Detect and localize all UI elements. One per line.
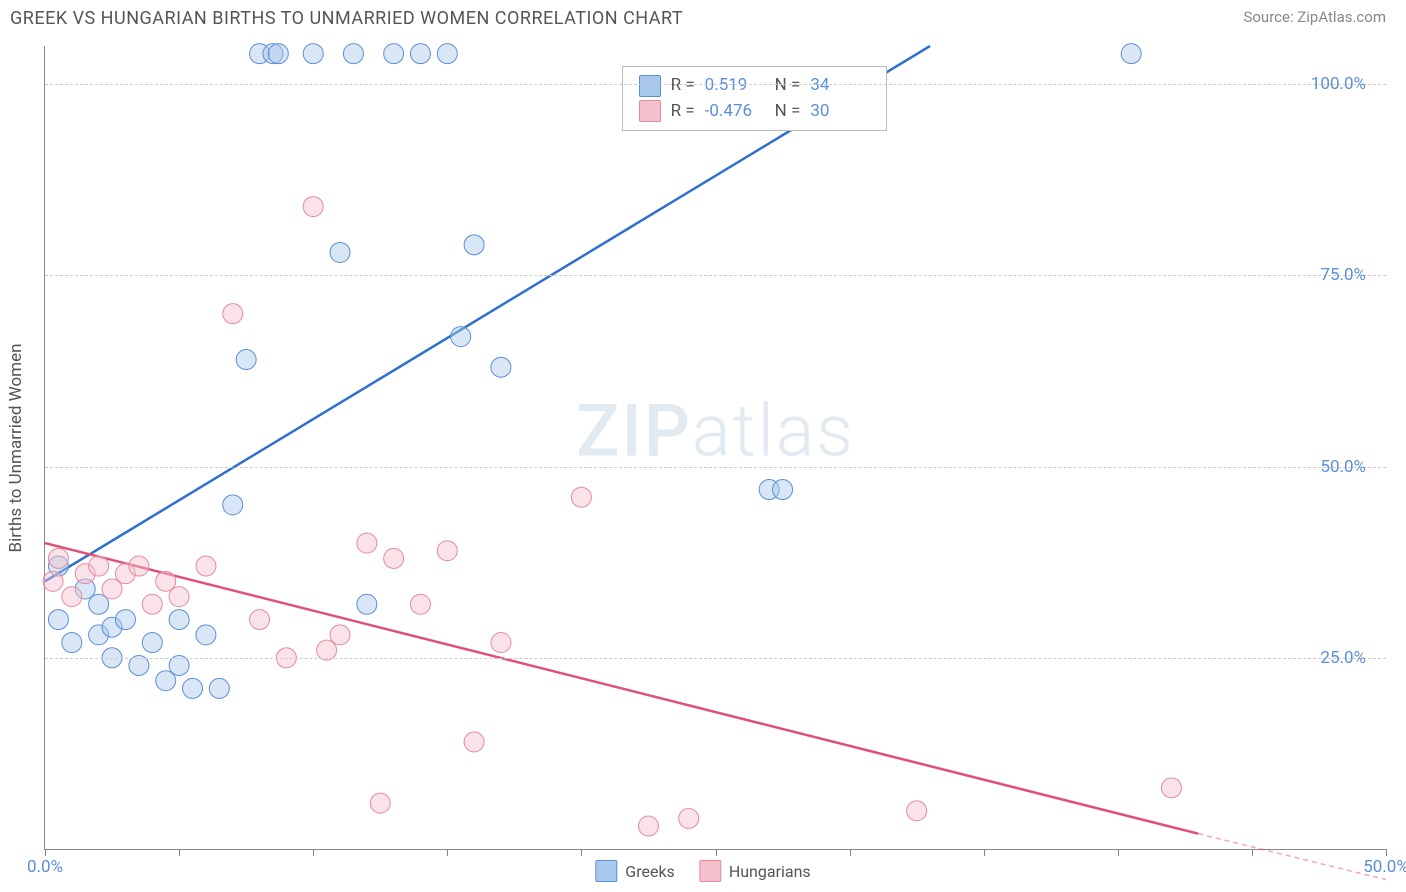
chart-container: Births to Unmarried Women ZIPatlas R =0.… bbox=[44, 46, 1386, 850]
data-point bbox=[384, 548, 404, 568]
y-tick-label: 75.0% bbox=[1320, 265, 1366, 285]
data-point bbox=[437, 541, 457, 561]
stats-n-value: 34 bbox=[810, 73, 870, 99]
stats-n-label: N = bbox=[775, 73, 801, 99]
gridline bbox=[45, 84, 1386, 85]
data-point bbox=[62, 633, 82, 653]
data-point bbox=[410, 594, 430, 614]
data-point bbox=[183, 678, 203, 698]
data-point bbox=[1121, 44, 1141, 64]
data-point bbox=[48, 548, 68, 568]
gridline bbox=[45, 467, 1386, 468]
data-point bbox=[464, 235, 484, 255]
data-point bbox=[370, 793, 390, 813]
data-point bbox=[571, 487, 591, 507]
bottom-legend: Greeks Hungarians bbox=[595, 860, 810, 882]
data-point bbox=[48, 610, 68, 630]
data-point bbox=[223, 495, 243, 515]
x-tick-mark bbox=[1118, 849, 1119, 856]
data-point bbox=[343, 44, 363, 64]
stats-r-value: -0.476 bbox=[705, 99, 765, 125]
data-point bbox=[303, 197, 323, 217]
stats-legend-box: R = 0.519 N = 34 R = -0.476 N = 30 bbox=[622, 66, 888, 131]
data-point bbox=[115, 610, 135, 630]
data-point bbox=[464, 732, 484, 752]
x-tick-mark bbox=[313, 849, 314, 856]
x-tick-mark bbox=[179, 849, 180, 856]
y-tick-label: 25.0% bbox=[1320, 648, 1366, 668]
data-point bbox=[638, 816, 658, 836]
data-point bbox=[357, 533, 377, 553]
data-point bbox=[169, 610, 189, 630]
data-point bbox=[169, 587, 189, 607]
data-point bbox=[451, 327, 471, 347]
x-tick-mark bbox=[850, 849, 851, 856]
data-point bbox=[773, 480, 793, 500]
data-point bbox=[410, 44, 430, 64]
data-point bbox=[236, 350, 256, 370]
stats-n-label: N = bbox=[775, 99, 801, 125]
trend-line-dashed bbox=[1198, 834, 1386, 880]
stats-row: R = 0.519 N = 34 bbox=[639, 73, 871, 99]
legend-swatch bbox=[639, 75, 661, 97]
data-point bbox=[142, 633, 162, 653]
x-tick-mark bbox=[716, 849, 717, 856]
stats-n-value: 30 bbox=[810, 99, 870, 125]
legend-label: Hungarians bbox=[729, 862, 811, 881]
x-tick-label: 50.0% bbox=[1363, 857, 1406, 877]
stats-r-value: 0.519 bbox=[705, 73, 765, 99]
gridline bbox=[45, 658, 1386, 659]
data-point bbox=[357, 594, 377, 614]
x-tick-mark bbox=[984, 849, 985, 856]
data-point bbox=[679, 808, 699, 828]
x-tick-mark bbox=[45, 849, 46, 856]
y-tick-label: 100.0% bbox=[1311, 74, 1366, 94]
data-point bbox=[1161, 778, 1181, 798]
plot-area: ZIPatlas R =0.519N =34R =-0.476N =30 25.… bbox=[44, 46, 1386, 850]
legend-item: Hungarians bbox=[699, 860, 811, 882]
x-tick-mark bbox=[1386, 849, 1387, 856]
data-point bbox=[330, 625, 350, 645]
stats-r-label: R = bbox=[671, 99, 695, 125]
data-point bbox=[196, 556, 216, 576]
data-point bbox=[437, 44, 457, 64]
plot-svg bbox=[45, 46, 1386, 849]
data-point bbox=[384, 44, 404, 64]
data-point bbox=[196, 625, 216, 645]
y-axis-title: Births to Unmarried Women bbox=[6, 344, 26, 553]
data-point bbox=[129, 556, 149, 576]
gridline bbox=[45, 275, 1386, 276]
data-point bbox=[268, 44, 288, 64]
data-point bbox=[223, 304, 243, 324]
x-tick-mark bbox=[581, 849, 582, 856]
data-point bbox=[907, 801, 927, 821]
data-point bbox=[62, 587, 82, 607]
legend-item: Greeks bbox=[595, 860, 675, 882]
data-point bbox=[330, 242, 350, 262]
data-point bbox=[142, 594, 162, 614]
source-label: Source: ZipAtlas.com bbox=[1243, 8, 1386, 26]
stats-row: R = -0.476 N = 30 bbox=[639, 99, 871, 125]
data-point bbox=[250, 610, 270, 630]
data-point bbox=[209, 678, 229, 698]
legend-swatch bbox=[699, 860, 721, 882]
stats-r-label: R = bbox=[671, 73, 695, 99]
chart-title: GREEK VS HUNGARIAN BIRTHS TO UNMARRIED W… bbox=[10, 8, 683, 29]
data-point bbox=[303, 44, 323, 64]
legend-swatch bbox=[595, 860, 617, 882]
data-point bbox=[43, 571, 63, 591]
legend-label: Greeks bbox=[625, 862, 675, 881]
x-tick-mark bbox=[447, 849, 448, 856]
x-tick-mark bbox=[1252, 849, 1253, 856]
legend-swatch bbox=[639, 100, 661, 122]
y-tick-label: 50.0% bbox=[1320, 457, 1366, 477]
x-tick-label: 0.0% bbox=[27, 857, 63, 877]
data-point bbox=[491, 633, 511, 653]
data-point bbox=[491, 357, 511, 377]
data-point bbox=[89, 556, 109, 576]
